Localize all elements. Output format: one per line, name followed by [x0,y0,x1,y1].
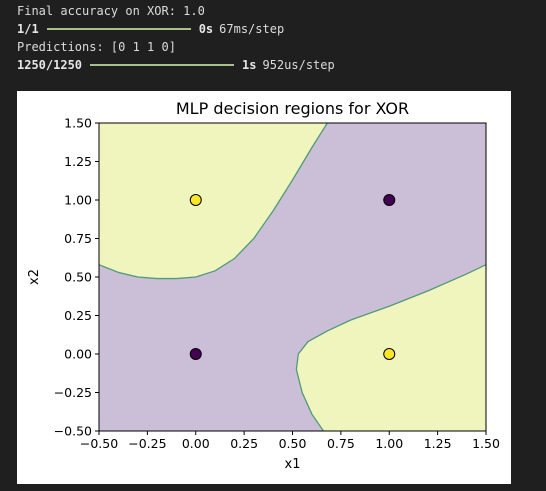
progress-line-2: 1250/1250 1s 952us/step [17,56,335,74]
data-point [383,348,396,360]
y-tick-label: 0.25 [64,308,92,323]
x-tick-label: −0.50 [80,436,118,451]
progress-line-1: 1/1 0s 67ms/step [17,20,284,38]
y-tick-label: 1.00 [64,193,92,208]
x-tick-label: 0.00 [182,436,210,451]
predictions-line: Predictions: [0 1 1 0] [17,40,176,54]
progress-bar [46,28,191,30]
y-tick-label: −0.50 [54,424,92,439]
x-tick-label: 1.25 [424,436,452,451]
x-tick-label: 0.75 [327,436,355,451]
y-tick-label: 1.25 [64,154,92,169]
progress-count: 1/1 [17,22,39,36]
x-tick-label: 1.50 [472,436,500,451]
data-point [189,348,202,360]
progress-time: 1s [242,58,257,72]
x-tick-label: 0.50 [279,436,307,451]
progress-count: 1250/1250 [17,58,83,72]
accuracy-line: Final accuracy on XOR: 1.0 [17,4,205,18]
progress-rate: 952us/step [262,58,335,72]
y-tick-label: 1.50 [64,116,92,131]
y-axis-label: x2 [27,269,42,285]
progress-rate: 67ms/step [219,22,285,36]
data-point [383,194,396,206]
y-tick-label: 0.50 [64,270,92,285]
chart-title: MLP decision regions for XOR [176,99,409,118]
x-tick-label: 0.25 [230,436,258,451]
data-point [189,194,202,206]
x-axis-label: x1 [285,457,301,472]
y-tick-label: 0.75 [64,231,92,246]
region-class-1 [99,123,328,279]
region-class-1 [296,264,486,431]
progress-time: 0s [198,22,214,36]
x-tick-label: 1.00 [375,436,403,451]
decision-boundary [99,123,328,280]
y-tick-label: −0.25 [54,385,92,400]
decision-region-plot: −0.50 −0.25 0.00 0.25 0.50 0.75 1.00 1.25 1.50 −0… [27,99,500,472]
plot-figure: −0.50 −0.25 0.00 0.25 0.50 0.75 1.00 1.25 1.50 −0… [17,91,511,484]
progress-bar [90,64,235,66]
x-tick-label: −0.25 [128,436,166,451]
y-tick-label: 0.00 [64,347,92,362]
decision-boundary [295,264,486,431]
